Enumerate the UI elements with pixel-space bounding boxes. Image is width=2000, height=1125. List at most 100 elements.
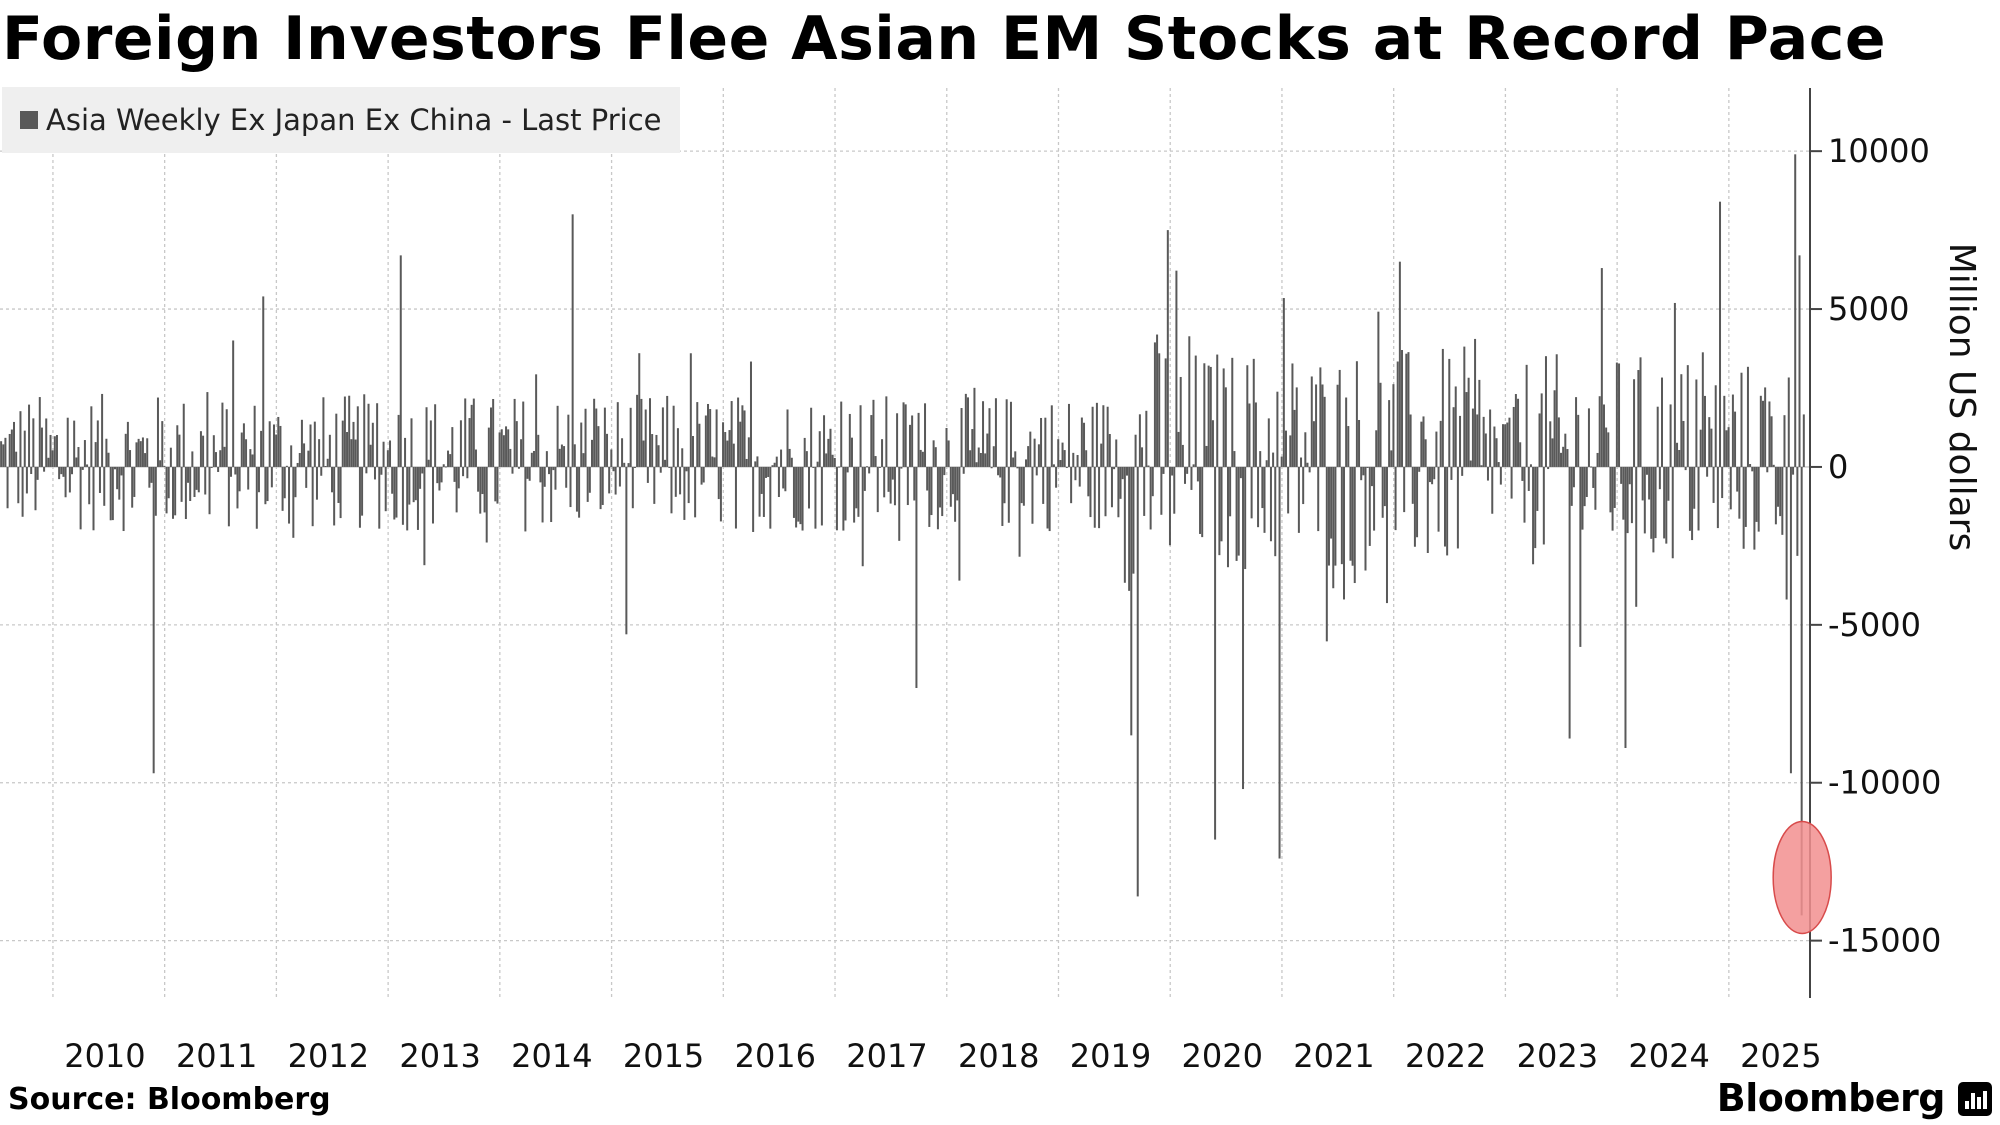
weekly-flow-bar [131,466,134,508]
weekly-flow-bar [947,440,950,467]
weekly-flow-bar [1035,466,1038,476]
weekly-flow-bar [116,466,119,490]
weekly-flow-bar [1654,466,1657,539]
weekly-flow-bar [1147,465,1150,467]
weekly-flow-bar [1046,466,1049,529]
weekly-flow-bar [773,462,776,467]
weekly-flow-bar [1364,466,1367,571]
weekly-flow-bar [494,466,497,502]
weekly-flow-bar [144,453,147,467]
weekly-flow-bar [958,466,961,581]
weekly-flow-bar [1123,466,1126,583]
weekly-flow-bar [1332,466,1335,589]
weekly-flow-bar [687,466,690,504]
weekly-flow-bar [313,421,316,467]
weekly-flow-bar [979,452,982,467]
weekly-flow-bar [1456,466,1459,549]
weekly-flow-bar [1587,408,1590,467]
weekly-flow-bar [51,450,54,467]
weekly-flow-bar [1181,444,1184,467]
weekly-flow-bar [1482,416,1485,467]
weekly-flow-bar [492,398,495,467]
weekly-flow-bar [603,407,606,467]
weekly-flow-bar [1405,353,1408,467]
weekly-flow-bar [1626,466,1629,534]
weekly-flow-bar [1211,420,1214,467]
weekly-flow-bar [1231,357,1234,467]
weekly-flow-bar [1295,387,1298,467]
weekly-flow-bar [1330,466,1333,539]
weekly-flow-bar [545,451,548,467]
weekly-flow-bar [1108,434,1111,467]
weekly-flow-bar [1770,416,1773,467]
weekly-flow-bar [1291,363,1294,467]
weekly-flow-bar [1570,466,1573,506]
weekly-flow-bar [363,394,366,467]
weekly-flow-bar [232,340,235,467]
weekly-flow-bar [1370,466,1373,487]
weekly-flow-bar [442,464,445,467]
weekly-flow-bar [1022,466,1025,506]
weekly-flow-bar [354,439,357,467]
weekly-flow-bar [1759,395,1762,467]
weekly-flow-bar [1239,466,1242,479]
weekly-flow-bar [384,466,387,512]
weekly-flow-bar [1469,460,1472,467]
weekly-flow-bar [868,466,871,474]
weekly-flow-bar [414,466,417,501]
weekly-flow-bar [1688,466,1691,531]
weekly-flow-bar [365,466,368,474]
weekly-flow-bar [1194,355,1197,467]
weekly-flow-bar [1125,466,1128,476]
weekly-flow-bar [1764,387,1767,467]
weekly-flow-bar [612,466,615,472]
weekly-flow-bar [1237,466,1240,556]
weekly-flow-bar [823,415,826,467]
weekly-flow-bar [331,466,334,493]
weekly-flow-bar [352,421,355,467]
weekly-flow-bar [842,466,845,531]
weekly-flow-bar [1300,457,1303,467]
weekly-flow-bar [1420,421,1423,467]
weekly-flow-bar [266,466,269,502]
weekly-flow-bar [1257,466,1260,528]
weekly-flow-bar [1401,350,1404,467]
weekly-flow-bar [1461,466,1464,476]
weekly-flow-bar [139,441,142,467]
weekly-flow-bar [81,466,84,470]
weekly-flow-bar [709,409,712,467]
x-tick-label: 2022 [1405,1037,1486,1075]
weekly-flow-bar [889,466,892,504]
weekly-flow-bar [38,397,41,467]
weekly-flow-bar [1523,466,1526,523]
weekly-flow-bar [554,466,557,490]
weekly-flow-bar [288,466,291,524]
highlight-ellipse [1772,820,1832,935]
weekly-flow-bar [496,466,499,504]
weekly-flow-bar [1448,358,1451,467]
weekly-flow-bar [1261,466,1264,509]
weekly-flow-bar [565,466,568,488]
weekly-flow-bar [1085,450,1088,467]
weekly-flow-bar [807,466,810,509]
weekly-flow-bar [1639,357,1642,467]
weekly-flow-bar [1721,466,1724,499]
weekly-flow-bar [571,214,574,467]
weekly-flow-bar [595,408,598,467]
weekly-flow-bar [1229,466,1232,517]
weekly-flow-bar [45,418,48,467]
weekly-flow-bar [262,296,265,467]
weekly-flow-bar [1607,432,1610,467]
weekly-flow-bar [376,403,379,467]
weekly-flow-bar [799,466,802,525]
weekly-flow-bar [174,466,177,516]
weekly-flow-bar [969,450,972,467]
weekly-flow-bar [1196,466,1199,482]
weekly-flow-bar [1540,393,1543,467]
weekly-flow-bar [962,466,965,474]
weekly-flow-bar [973,387,976,467]
weekly-flow-bar [896,413,899,467]
weekly-flow-bar [1450,466,1453,480]
weekly-flow-bar [230,466,233,477]
weekly-flow-bar [161,421,164,467]
